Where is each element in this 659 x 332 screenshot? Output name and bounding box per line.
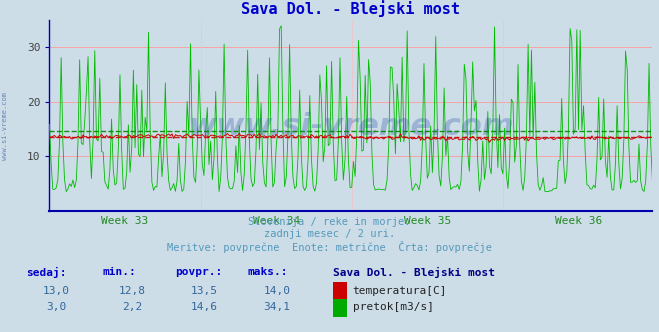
Text: maks.:: maks.: [247,267,287,277]
Text: Sava Dol. - Blejski most: Sava Dol. - Blejski most [333,267,495,278]
Text: min.:: min.: [102,267,136,277]
Text: temperatura[C]: temperatura[C] [353,286,447,295]
Text: 3,0: 3,0 [46,302,66,312]
Text: 13,5: 13,5 [191,286,217,295]
Text: pretok[m3/s]: pretok[m3/s] [353,302,434,312]
Text: sedaj:: sedaj: [26,267,67,278]
Title: Sava Dol. - Blejski most: Sava Dol. - Blejski most [241,1,461,17]
Text: 13,0: 13,0 [43,286,69,295]
Text: www.si-vreme.com: www.si-vreme.com [188,112,514,141]
Text: 2,2: 2,2 [122,302,142,312]
Text: Meritve: povprečne  Enote: metrične  Črta: povprečje: Meritve: povprečne Enote: metrične Črta:… [167,241,492,253]
Text: povpr.:: povpr.: [175,267,222,277]
Text: zadnji mesec / 2 uri.: zadnji mesec / 2 uri. [264,229,395,239]
Text: 14,6: 14,6 [191,302,217,312]
Text: Slovenija / reke in morje.: Slovenija / reke in morje. [248,217,411,227]
Text: 14,0: 14,0 [264,286,290,295]
Text: 34,1: 34,1 [264,302,290,312]
Text: www.si-vreme.com: www.si-vreme.com [2,92,9,160]
Text: 12,8: 12,8 [119,286,145,295]
